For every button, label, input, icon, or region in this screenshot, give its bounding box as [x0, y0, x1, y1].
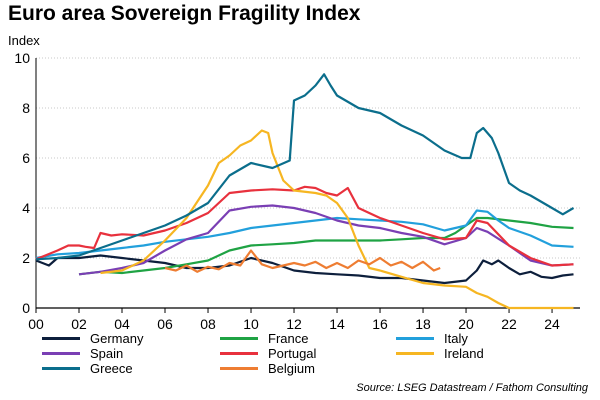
legend-label: France: [268, 331, 309, 346]
x-tick-label: 16: [372, 316, 388, 332]
series-line-belgium: [164, 249, 441, 273]
y-tick-label: 2: [22, 250, 30, 266]
legend-swatch: [396, 352, 434, 355]
legend-item-italy: Italy: [396, 331, 468, 346]
gridlines: [36, 57, 580, 259]
series-line-france: [78, 216, 574, 276]
legend-label: Greece: [90, 361, 133, 376]
legend-label: Germany: [90, 331, 144, 346]
legend-swatch: [220, 337, 258, 340]
legend-swatch: [42, 337, 80, 340]
legend-item-germany: Germany: [42, 331, 143, 346]
y-tick-label: 0: [22, 300, 30, 316]
x-tick-label: 02: [71, 316, 87, 332]
y-tick-label: 8: [22, 100, 30, 116]
x-tick-label: 12: [286, 316, 302, 332]
legend-item-ireland: Ireland: [396, 346, 484, 361]
y-tick-label: 4: [22, 200, 30, 216]
series-line-germany: [35, 254, 574, 285]
x-tick-label: 04: [114, 316, 130, 332]
chart-title: Euro area Sovereign Fragility Index: [8, 2, 361, 25]
x-tick-label: 24: [544, 316, 560, 332]
legend-swatch: [220, 367, 258, 370]
y-tick-label: 10: [14, 50, 30, 66]
y-axis-label: Index: [8, 33, 40, 48]
legend-swatch: [42, 352, 80, 355]
y-tick-labels: 0 2 4 6 8 10: [14, 50, 30, 316]
series-line-spain: [78, 204, 574, 276]
legend-item-spain: Spain: [42, 346, 123, 361]
series-lines: [35, 73, 575, 310]
legend-item-belgium: Belgium: [220, 361, 315, 376]
legend-swatch: [396, 337, 434, 340]
series-line-portugal: [35, 185, 574, 267]
x-tick-labels: 00 02 04 06 08 10 12 14 16 18 20 22 24: [28, 316, 560, 332]
series-line-italy: [35, 209, 574, 260]
source-note: Source: LSEG Datastream / Fathom Consult…: [356, 382, 588, 394]
legend-item-france: France: [220, 331, 308, 346]
legend-label: Ireland: [444, 346, 484, 361]
legend-label: Italy: [444, 331, 468, 346]
x-tick-label: 10: [243, 316, 259, 332]
x-tick-label: 22: [501, 316, 517, 332]
series-line-greece: [35, 73, 575, 261]
x-tick-label: 00: [28, 316, 44, 332]
x-tick-label: 06: [157, 316, 173, 332]
legend-label: Portugal: [268, 346, 317, 361]
y-tick-label: 6: [22, 150, 30, 166]
legend-swatch: [42, 367, 80, 370]
x-tick-label: 14: [329, 316, 345, 332]
x-tick-label: 08: [200, 316, 216, 332]
legend-item-portugal: Portugal: [220, 346, 316, 361]
legend-label: Spain: [90, 346, 124, 361]
legend-label: Belgium: [268, 361, 315, 376]
axes: [35, 58, 580, 313]
x-tick-label: 20: [458, 316, 474, 332]
legend-swatch: [220, 352, 258, 355]
legend-item-greece: Greece: [42, 361, 133, 376]
series-line-ireland: [100, 129, 574, 310]
x-tick-label: 18: [415, 316, 431, 332]
